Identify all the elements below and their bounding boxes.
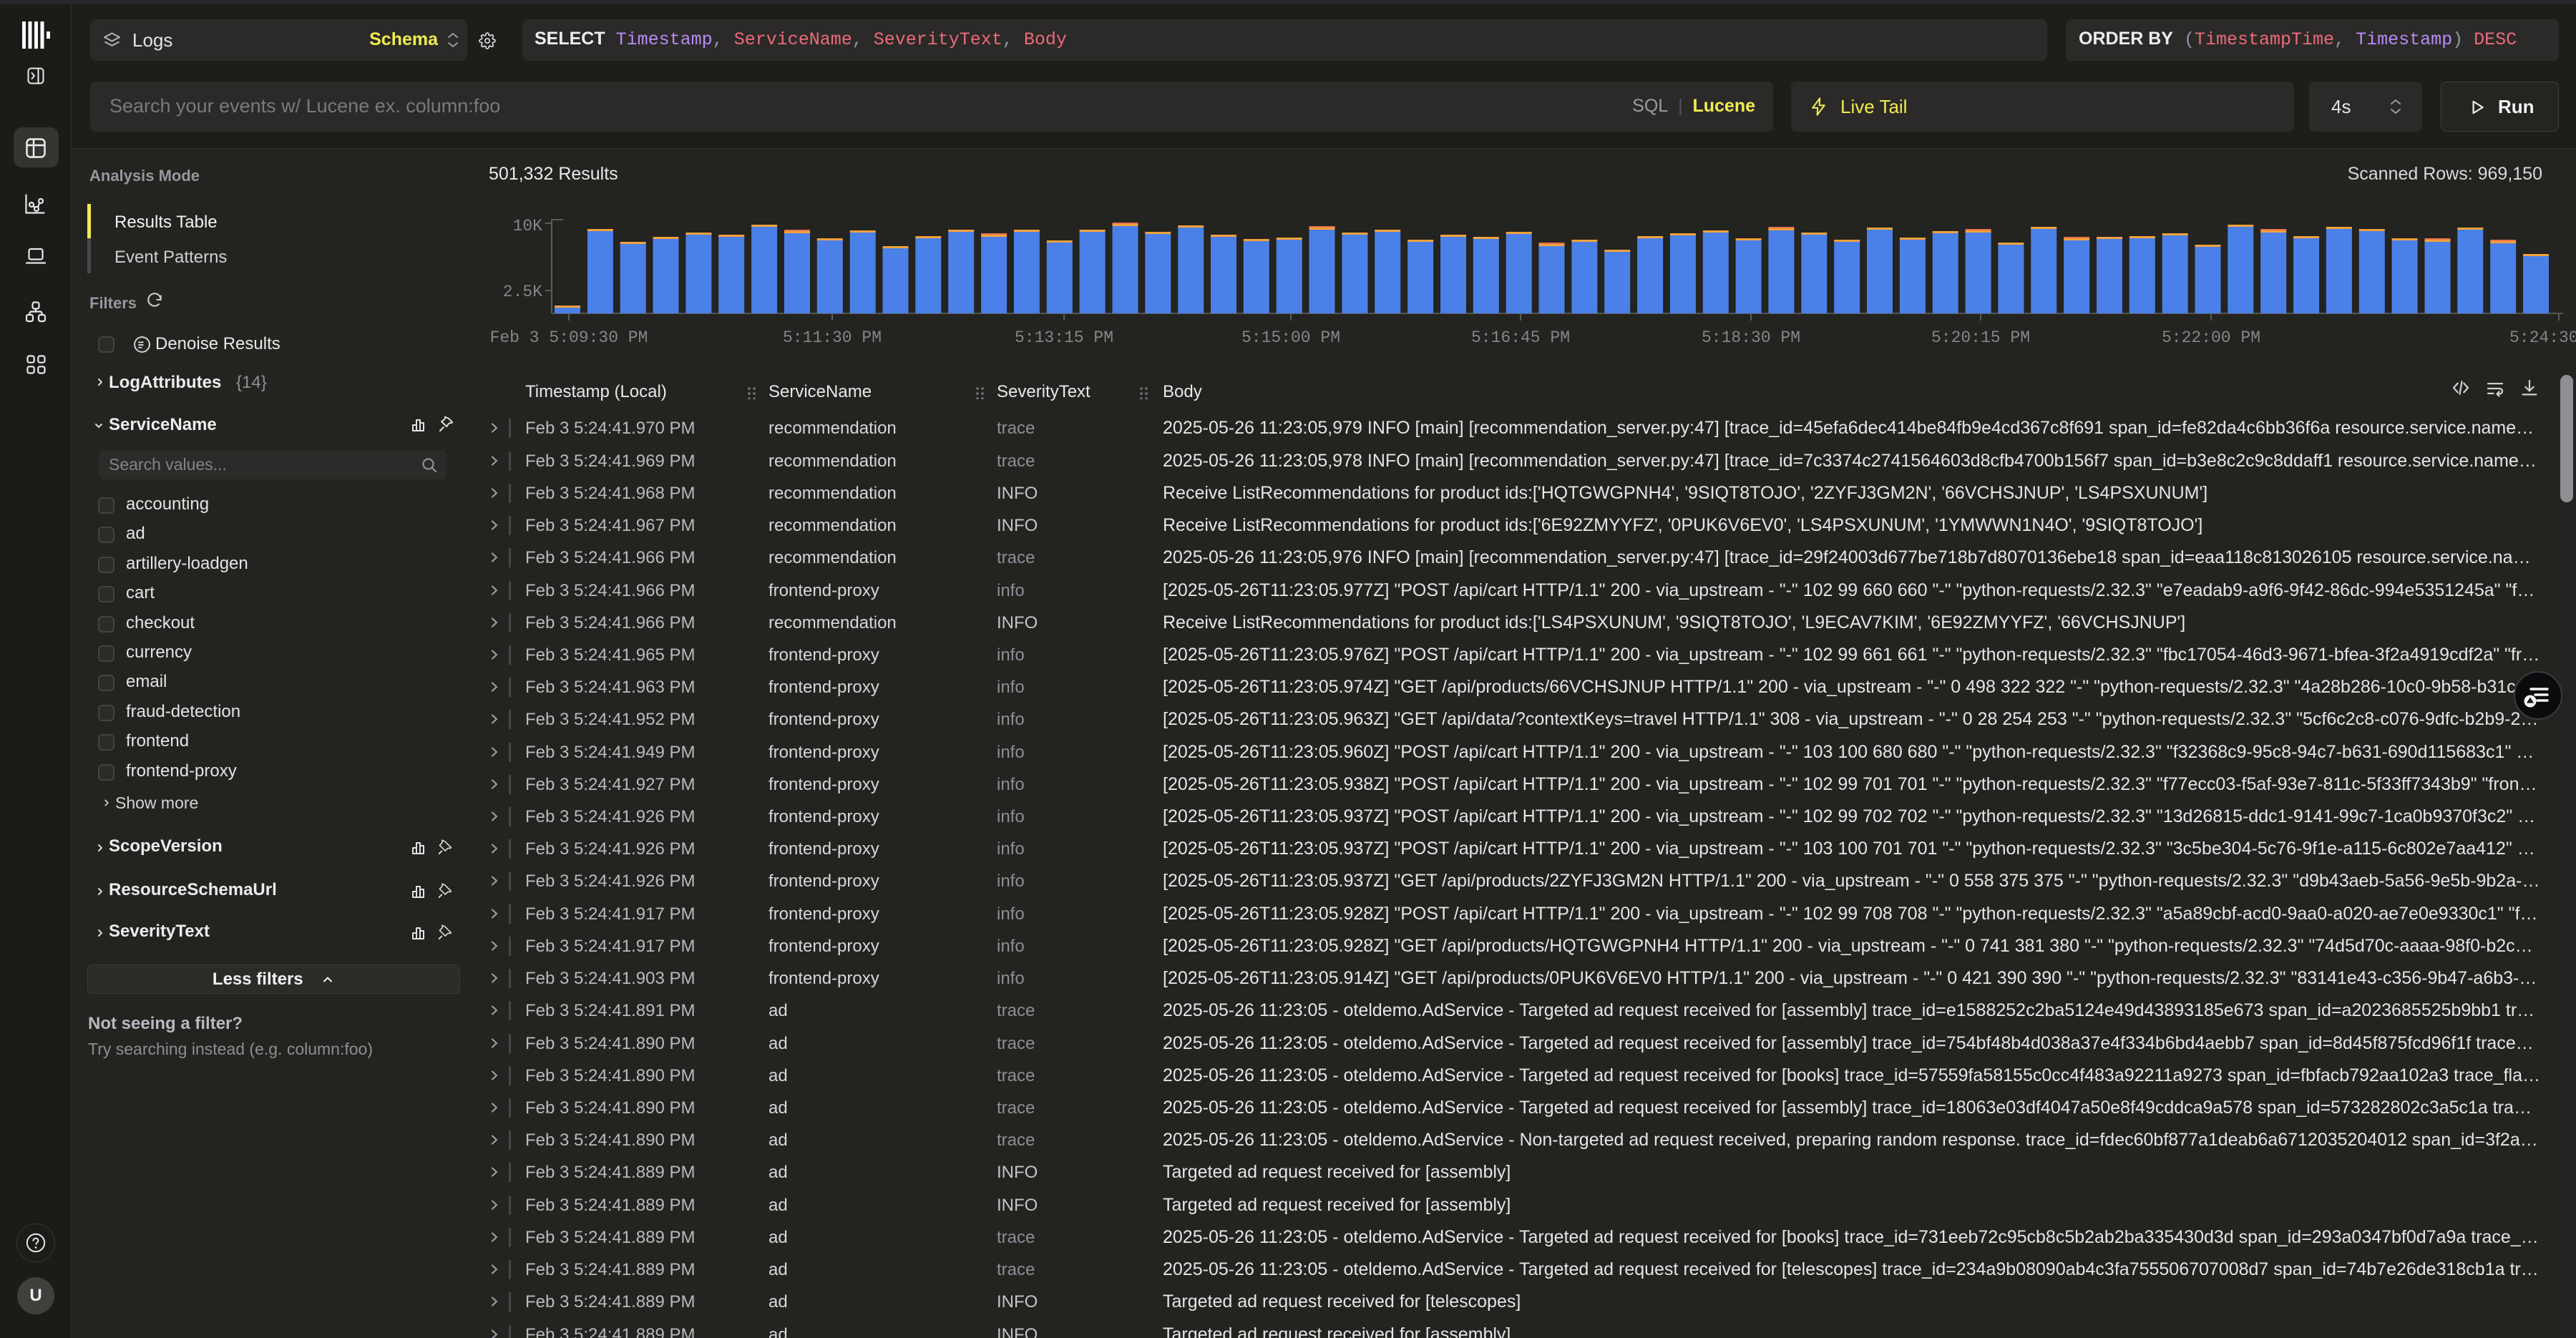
svg-text:2.5K: 2.5K [503,283,542,301]
svg-text:5:24:30 PM: 5:24:30 PM [2509,328,2576,347]
svg-text:5:20:15 PM: 5:20:15 PM [1931,328,2030,347]
svg-text:5:15:00 PM: 5:15:00 PM [1241,328,1340,347]
svg-text:Feb 3 5:09:30 PM: Feb 3 5:09:30 PM [490,328,648,347]
svg-text:5:13:15 PM: 5:13:15 PM [1015,328,1113,347]
svg-text:5:18:30 PM: 5:18:30 PM [1702,328,1800,347]
svg-text:5:11:30 PM: 5:11:30 PM [783,328,882,347]
svg-text:5:16:45 PM: 5:16:45 PM [1471,328,1570,347]
svg-text:5:22:00 PM: 5:22:00 PM [2162,328,2260,347]
svg-text:10K: 10K [513,217,543,235]
